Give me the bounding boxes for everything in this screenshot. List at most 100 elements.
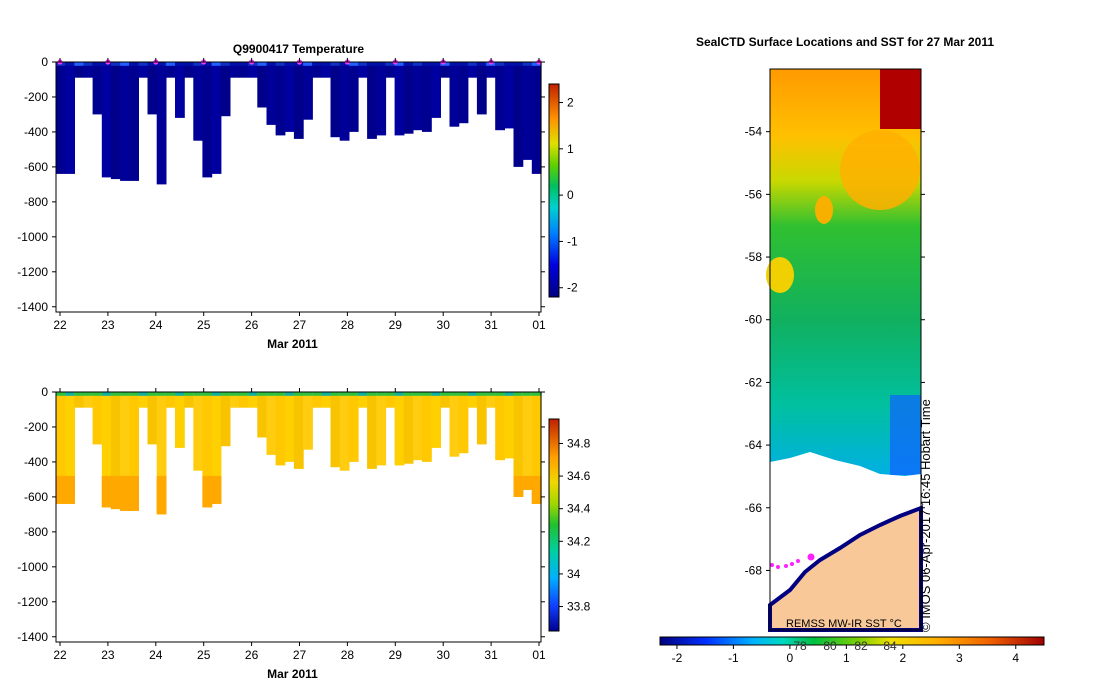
p1-profile-column <box>321 62 332 78</box>
p1-surface-layer <box>339 62 350 66</box>
p2-surface-layer <box>211 392 222 396</box>
p1-surface-layer <box>403 62 414 66</box>
p2-surface-layer <box>129 392 139 396</box>
y-tick-label: -400 <box>24 125 48 139</box>
p1-profile-column <box>220 62 231 117</box>
p1-profile-column <box>312 62 322 78</box>
p1-profile-column <box>522 62 533 160</box>
p1-profile-column <box>56 62 66 174</box>
p2-profile-column <box>467 392 478 408</box>
p1-profile-column <box>422 62 432 132</box>
colorbar-tick-label: 0 <box>567 188 574 202</box>
p2-surface-layer <box>504 392 515 396</box>
sst-colorbar-overlay-label: 82 <box>854 639 868 653</box>
temperature-colorbar-ticks: 2 1 0 -1 -2 <box>559 96 578 295</box>
temperature-x-axis: 22 23 24 25 26 27 28 29 30 31 01 <box>53 58 546 332</box>
y-tick-label: -200 <box>24 90 48 104</box>
x-tick-label: 27 <box>293 318 307 332</box>
p2-profile-column <box>330 392 341 468</box>
p2-surface-layer <box>467 392 478 396</box>
p1-surface-layer <box>367 62 377 66</box>
p1-surface-layer <box>431 62 441 66</box>
p2-surface-layer <box>330 392 341 396</box>
p1-profile-column <box>358 62 368 78</box>
p2-profile-column <box>275 392 286 466</box>
p1-profile-column <box>257 62 268 108</box>
sst-colorbar-tick-label: 0 <box>787 651 794 665</box>
seal-surface-location <box>770 563 774 567</box>
p2-deep-layer <box>120 475 130 511</box>
p2-profile-column <box>257 392 268 438</box>
colorbar-tick-label: 34.8 <box>567 436 591 450</box>
p1-surface-layer <box>303 62 313 66</box>
x-tick-label: 25 <box>197 318 211 332</box>
sst-colorbar-overlay-label: 80 <box>823 639 837 653</box>
p1-surface-layer <box>65 62 75 66</box>
p2-profile-column <box>486 392 496 408</box>
x-tick-label: 24 <box>149 648 163 662</box>
p2-deep-layer <box>156 475 167 515</box>
p2-surface-layer <box>275 392 286 396</box>
p2-surface-layer <box>385 392 396 396</box>
p2-profile-column <box>165 392 176 408</box>
colorbar-tick-label: 34 <box>567 567 581 581</box>
p2-deep-layer <box>110 475 121 510</box>
p1-profile-column <box>504 62 515 129</box>
sst-colorbar-overlay-label: 78 <box>793 639 807 653</box>
p2-deep-layer <box>101 475 112 508</box>
p1-profile-column <box>92 62 103 115</box>
sst-colorbar-tick-label: 4 <box>1012 651 1019 665</box>
x-tick-label: 23 <box>101 648 115 662</box>
p2-profile-column <box>385 392 396 408</box>
p2-surface-layer <box>358 392 368 396</box>
y-tick-label: -800 <box>24 525 48 539</box>
p2-profile-column <box>229 392 240 408</box>
sst-colorbar-tick-label: 1 <box>843 651 850 665</box>
x-tick-label: 25 <box>197 648 211 662</box>
p2-profile-column <box>303 392 313 450</box>
p1-surface-layer <box>440 62 451 66</box>
temperature-plot-frame <box>55 61 542 313</box>
p1-profile-column <box>330 62 341 138</box>
p2-surface-layer <box>312 392 322 396</box>
p1-profile-column <box>449 62 460 127</box>
p2-profile-column <box>83 392 94 408</box>
p2-deep-layer <box>129 475 139 511</box>
p2-surface-layer <box>165 392 176 396</box>
p2-profile-column <box>220 392 231 447</box>
salinity-profiles <box>56 392 542 515</box>
p1-surface-layer <box>74 62 85 66</box>
p2-deep-layer <box>65 475 75 504</box>
p2-surface-layer <box>220 392 231 396</box>
x-tick-label: 30 <box>437 318 451 332</box>
p2-surface-layer <box>339 392 350 396</box>
p1-profile-column <box>376 62 387 136</box>
p2-surface-layer <box>348 392 359 396</box>
p1-profile-column <box>165 62 176 78</box>
salinity-panel: 0-200-400-600-800-1000-1200-1400 22 23 24 2… <box>17 385 590 681</box>
p1-surface-layer <box>229 62 240 66</box>
p2-profile-column <box>513 392 524 497</box>
temperature-x-label: Mar 2011 <box>267 337 318 351</box>
lat-tick-label: -66 <box>745 501 763 515</box>
p1-surface-layer <box>476 62 487 66</box>
p1-surface-layer <box>184 62 194 66</box>
p1-surface-layer <box>202 62 213 66</box>
y-tick-label: -600 <box>24 160 48 174</box>
y-tick-label: -1200 <box>17 265 48 279</box>
p2-surface-layer <box>293 392 304 396</box>
p2-surface-layer <box>476 392 487 396</box>
x-tick-label: 27 <box>293 648 307 662</box>
y-tick-label: -1000 <box>17 230 48 244</box>
p2-surface-layer <box>403 392 414 396</box>
y-tick-label: -600 <box>24 490 48 504</box>
p1-profile-column <box>156 62 167 185</box>
p2-profile-column <box>293 392 304 469</box>
p2-profile-column <box>129 392 139 511</box>
sst-colorbar-ticks: -2 -1 0 1 2 3 4 <box>672 645 1019 665</box>
colorbar-tick-label: 34.6 <box>567 469 591 483</box>
p1-surface-layer <box>385 62 396 66</box>
p1-profile-column <box>175 62 185 118</box>
p2-surface-layer <box>248 392 258 396</box>
